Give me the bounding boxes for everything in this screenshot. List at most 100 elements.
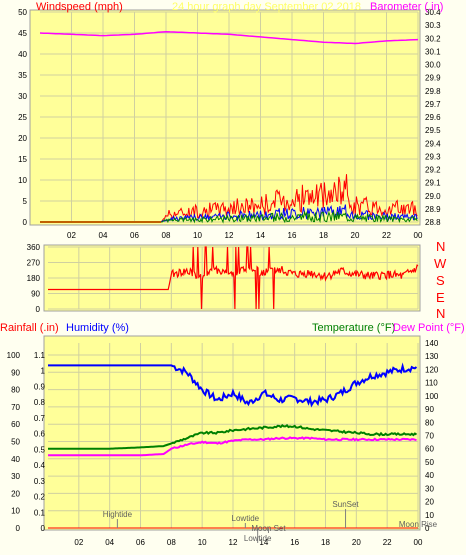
humidity-tick-label: 100 bbox=[7, 351, 21, 360]
wind-direction-series bbox=[48, 246, 419, 310]
wind-direction-grid bbox=[48, 246, 419, 310]
baro-tick-label: 28.8 bbox=[425, 218, 441, 227]
baro-tick-label: 30.4 bbox=[425, 8, 441, 17]
wind-tick-label: 25 bbox=[18, 113, 27, 122]
direction-tick-label: 180 bbox=[27, 274, 41, 283]
temperature-tick-label: 120 bbox=[425, 365, 439, 374]
direction-tick-label: 360 bbox=[27, 243, 41, 252]
humidity-tick-label: 30 bbox=[11, 472, 20, 481]
wind-x-tick-label: 02 bbox=[67, 231, 76, 240]
baro-tick-label: 29.5 bbox=[425, 126, 441, 135]
wind-tick-label: 45 bbox=[18, 29, 27, 38]
baro-tick-label: 29.2 bbox=[425, 166, 441, 175]
rain-tick-label: 0.9 bbox=[34, 382, 46, 391]
event-marker-label: Moon Rise bbox=[399, 520, 438, 529]
rain-tick-label: 1.1 bbox=[34, 351, 46, 360]
baro-tick-label: 30.3 bbox=[425, 21, 441, 30]
temperature-tick-label: 140 bbox=[425, 339, 439, 348]
climate-x-tick-label: 22 bbox=[383, 538, 392, 547]
wind-tick-label: 50 bbox=[18, 8, 27, 17]
wind-tick-label: 40 bbox=[18, 50, 27, 59]
wind-x-tick-label: 18 bbox=[319, 231, 328, 240]
wind-low-series bbox=[161, 210, 418, 224]
graph-title: 24 hour graph day September 02 2018 bbox=[172, 1, 361, 13]
baro-tick-label: 29.6 bbox=[425, 113, 441, 122]
direction-tick-label: 90 bbox=[31, 290, 40, 299]
wind-x-tick-label: 04 bbox=[99, 231, 108, 240]
wind-x-tick-label: 14 bbox=[256, 231, 265, 240]
dir-letter-s: S bbox=[436, 273, 445, 288]
temperature-tick-label: 60 bbox=[425, 445, 434, 454]
temperature-label: Temperature (°F) bbox=[312, 322, 395, 334]
wind-tick-label: 0 bbox=[23, 218, 28, 227]
baro-tick-label: 29.9 bbox=[425, 74, 441, 83]
barometer-series bbox=[39, 30, 419, 45]
baro-tick-label: 30.0 bbox=[425, 61, 441, 70]
humidity-tick-label: 60 bbox=[11, 420, 20, 429]
temperature-tick-label: 30 bbox=[425, 484, 434, 493]
rain-tick-label: 0.5 bbox=[34, 445, 46, 454]
climate-grid bbox=[48, 343, 419, 529]
event-marker-label: Hightide bbox=[103, 510, 133, 519]
baro-tick-label: 29.0 bbox=[425, 192, 441, 201]
temperature-tick-label: 10 bbox=[425, 511, 434, 520]
wind-x-tick-label: 12 bbox=[225, 231, 234, 240]
baro-tick-label: 30.1 bbox=[425, 47, 441, 56]
wind-direction-series bbox=[48, 246, 419, 310]
wind-baro-axes: 0 5 10 15 20 25 30 35 40 45 50 28.8 28.9 29.0 29.1 29.2… bbox=[18, 8, 441, 240]
climate-x-tick-label: 06 bbox=[136, 538, 145, 547]
climate-series bbox=[48, 362, 419, 543]
dewpoint-label: Dew Point (°F) bbox=[393, 322, 465, 334]
baro-tick-label: 29.8 bbox=[425, 87, 441, 96]
wind-x-tick-label: 06 bbox=[130, 231, 139, 240]
rain-tick-label: 0 bbox=[41, 524, 46, 533]
humidity-tick-label: 0 bbox=[16, 524, 21, 533]
rain-tick-label: 0.2 bbox=[34, 493, 46, 502]
wind-gust-series bbox=[160, 174, 418, 223]
rain-tick-label: 0.7 bbox=[34, 414, 46, 423]
wind-baro-series bbox=[39, 30, 419, 224]
humidity-tick-label: 40 bbox=[11, 455, 20, 464]
dewpoint-series bbox=[48, 436, 417, 457]
rain-tick-label: 0.1 bbox=[34, 508, 46, 517]
climate-x-tick-label: 20 bbox=[352, 538, 361, 547]
rain-tick-label: 0.4 bbox=[34, 461, 46, 470]
dir-letter-e: E bbox=[436, 290, 445, 305]
event-marker-label: SunSet bbox=[332, 500, 359, 509]
wind-tick-label: 20 bbox=[18, 134, 27, 143]
wind-x-tick-label: 00 bbox=[414, 231, 423, 240]
wind-x-tick-label: 08 bbox=[162, 231, 171, 240]
wind-x-tick-label: 10 bbox=[193, 231, 202, 240]
baro-tick-label: 28.9 bbox=[425, 205, 441, 214]
climate-x-tick-label: 16 bbox=[290, 538, 299, 547]
baro-tick-label: 30.2 bbox=[425, 34, 441, 43]
dir-letter-n-top: N bbox=[436, 239, 445, 254]
rain-tick-label: 0.8 bbox=[34, 398, 46, 407]
temperature-tick-label: 100 bbox=[425, 392, 439, 401]
temperature-tick-label: 70 bbox=[425, 432, 434, 441]
temperature-tick-label: 0 bbox=[425, 524, 430, 533]
temperature-tick-label: 40 bbox=[425, 471, 434, 480]
humidity-tick-label: 90 bbox=[11, 368, 20, 377]
baro-tick-label: 29.3 bbox=[425, 152, 441, 161]
temperature-tick-label: 20 bbox=[425, 498, 434, 507]
climate-x-tick-label: 00 bbox=[414, 538, 423, 547]
climate-x-tick-label: 12 bbox=[229, 538, 238, 547]
direction-tick-label: 0 bbox=[36, 305, 41, 314]
baro-tick-label: 29.1 bbox=[425, 179, 441, 188]
dir-letter-w: W bbox=[434, 256, 447, 271]
dir-letter-n-bottom: N bbox=[436, 306, 445, 321]
humidity-label: Humidity (%) bbox=[66, 322, 129, 334]
barometer-label: Barometer (.in) bbox=[370, 1, 443, 13]
climate-x-tick-label: 14 bbox=[259, 538, 268, 547]
rainfall-label: Rainfall (.in) bbox=[0, 322, 59, 334]
climate-x-tick-label: 10 bbox=[198, 538, 207, 547]
rain-tick-label: 1 bbox=[41, 367, 46, 376]
humidity-tick-label: 20 bbox=[11, 489, 20, 498]
climate-x-tick-label: 08 bbox=[167, 538, 176, 547]
temperature-tick-label: 90 bbox=[425, 405, 434, 414]
humidity-series bbox=[48, 362, 418, 408]
wind-tick-label: 35 bbox=[18, 71, 27, 80]
humidity-tick-label: 10 bbox=[11, 507, 20, 516]
